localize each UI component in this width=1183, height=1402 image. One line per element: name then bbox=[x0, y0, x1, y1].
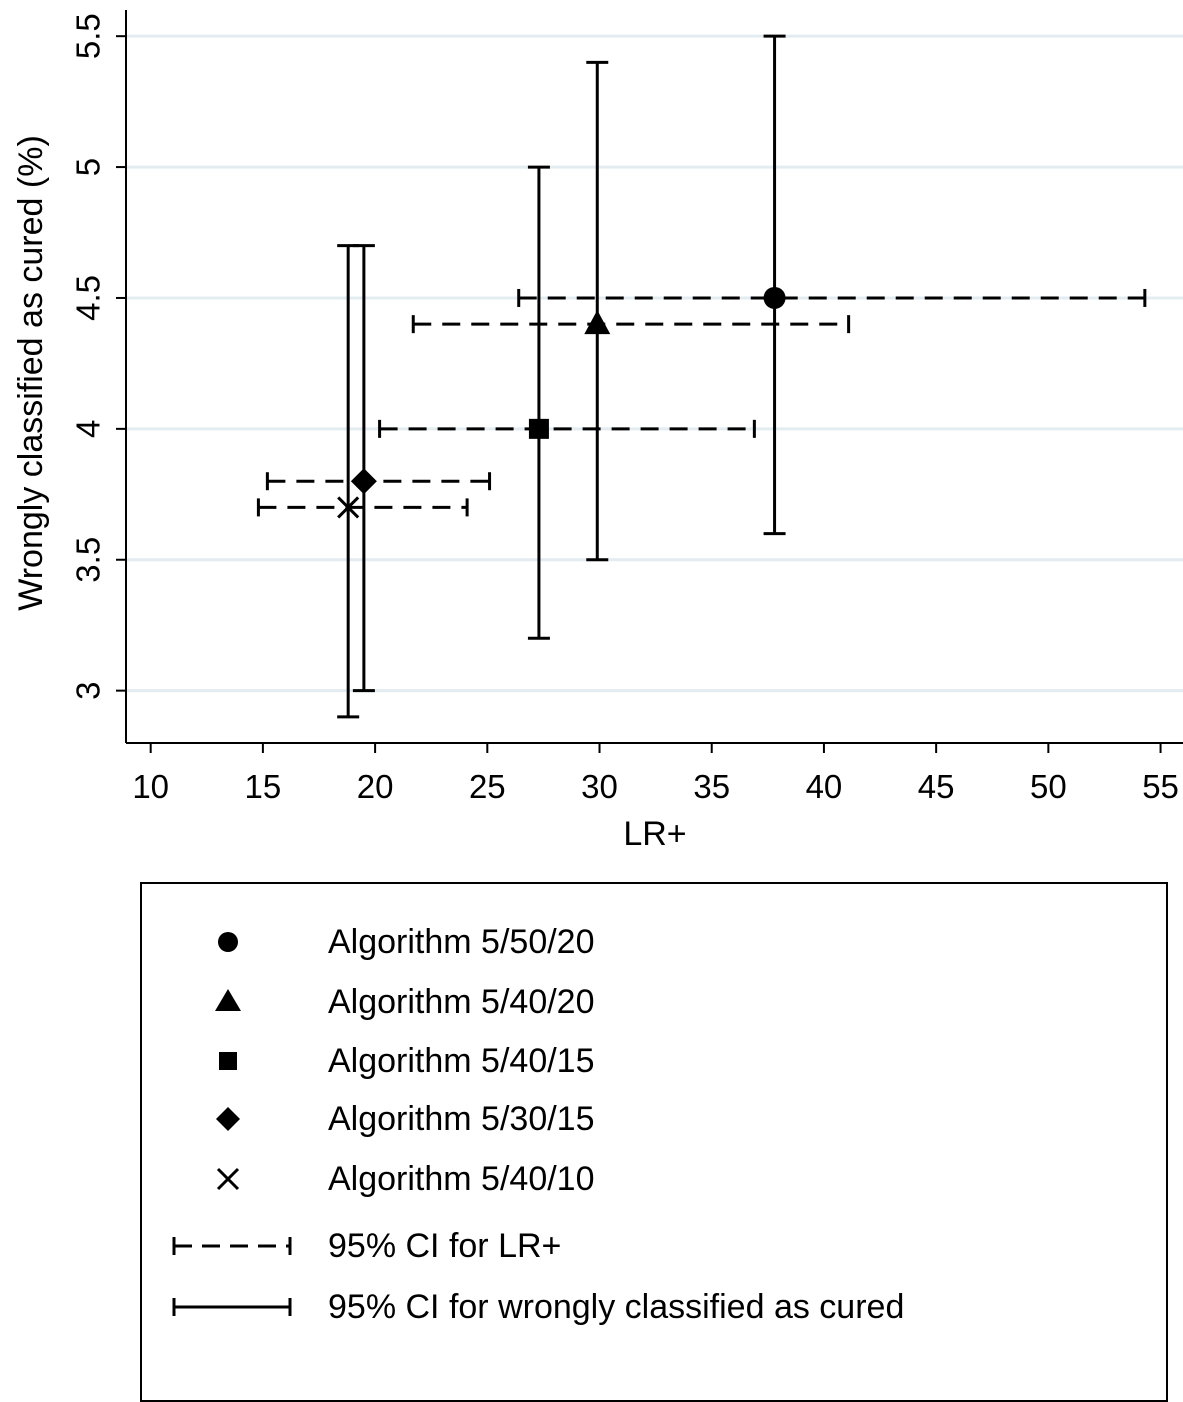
x-ticks: 10 15 20 25 30 35 40 45 50 55 bbox=[132, 743, 1179, 805]
data-point-x bbox=[337, 496, 360, 519]
x-tick-label: 10 bbox=[132, 768, 169, 805]
legend-label: Algorithm 5/30/15 bbox=[328, 1100, 595, 1138]
scatter-chart: 3 3.5 4 4.5 5 5.5 10 15 20 25 30 35 40 45 50 55 LR+ Wr… bbox=[12, 10, 1183, 853]
solid-ci-icon bbox=[172, 1298, 292, 1316]
diamond-marker-icon bbox=[216, 1107, 240, 1131]
y-ticks: 3 3.5 4 4.5 5 5.5 bbox=[70, 13, 126, 700]
square-marker-icon bbox=[219, 1052, 237, 1070]
axes bbox=[125, 10, 1183, 744]
legend-label: Algorithm 5/40/15 bbox=[328, 1042, 595, 1080]
x-axis-title: LR+ bbox=[623, 815, 686, 853]
legend-item: Algorithm 5/30/15 bbox=[142, 1094, 1166, 1144]
grid-lines bbox=[126, 34, 1183, 693]
x-tick-label: 20 bbox=[357, 768, 394, 805]
legend-label: Algorithm 5/40/20 bbox=[328, 983, 595, 1021]
dashed-ci-icon bbox=[172, 1237, 292, 1255]
legend-item: Algorithm 5/50/20 bbox=[142, 917, 1166, 967]
x-tick-label: 25 bbox=[469, 768, 506, 805]
x-tick-label: 15 bbox=[245, 768, 282, 805]
legend-item: 95% CI for LR+ bbox=[142, 1221, 1166, 1271]
x-tick-label: 30 bbox=[581, 768, 618, 805]
y-tick-label: 4 bbox=[70, 420, 107, 438]
legend-item: Algorithm 5/40/20 bbox=[142, 977, 1166, 1027]
x-tick-label: 50 bbox=[1030, 768, 1067, 805]
data-point-diamond bbox=[350, 468, 377, 495]
legend-item: Algorithm 5/40/10 bbox=[142, 1154, 1166, 1204]
circle-marker-icon bbox=[218, 932, 238, 952]
x-tick-label: 40 bbox=[806, 768, 843, 805]
x-marker-icon bbox=[216, 1167, 240, 1191]
y-tick-label: 5.5 bbox=[70, 13, 107, 59]
data-point-square bbox=[528, 418, 549, 439]
y-tick-label: 4.5 bbox=[70, 275, 107, 321]
x-tick-label: 35 bbox=[693, 768, 730, 805]
confidence-intervals bbox=[256, 34, 1147, 719]
legend-label: 95% CI for wrongly classified as cured bbox=[328, 1288, 905, 1326]
y-axis-title: Wrongly classified as cured (%) bbox=[12, 135, 50, 611]
x-tick-label: 55 bbox=[1142, 768, 1179, 805]
x-tick-label: 45 bbox=[918, 768, 955, 805]
data-point-triangle bbox=[584, 310, 611, 335]
y-tick-label: 5 bbox=[70, 158, 107, 176]
legend: Algorithm 5/50/20 Algorithm 5/40/20 Algo… bbox=[140, 882, 1168, 1402]
legend-item: 95% CI for wrongly classified as cured bbox=[142, 1282, 1166, 1332]
triangle-marker-icon bbox=[215, 989, 241, 1011]
legend-label: 95% CI for LR+ bbox=[328, 1227, 562, 1265]
data-markers bbox=[337, 286, 786, 519]
legend-label: Algorithm 5/40/10 bbox=[328, 1160, 595, 1198]
y-tick-label: 3 bbox=[70, 681, 107, 699]
legend-item: Algorithm 5/40/15 bbox=[142, 1036, 1166, 1086]
data-point-circle bbox=[763, 286, 786, 309]
y-tick-label: 3.5 bbox=[70, 537, 107, 583]
legend-label: Algorithm 5/50/20 bbox=[328, 923, 595, 961]
